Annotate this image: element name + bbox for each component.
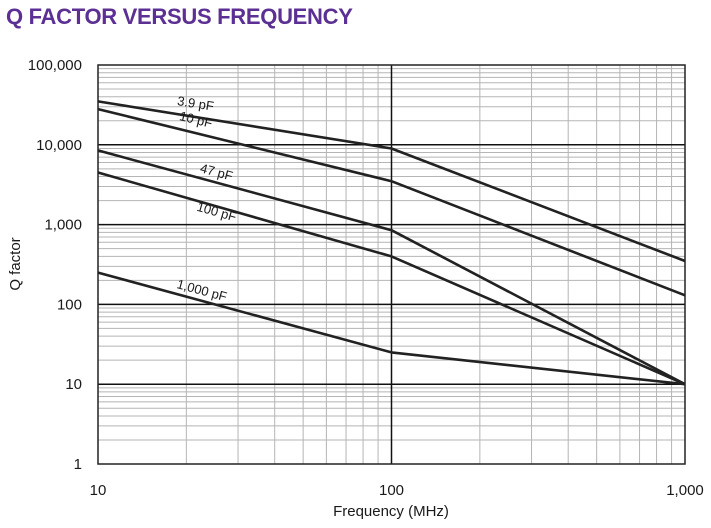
y-axis-label: Q factor [7,237,24,290]
x-tick-label: 10 [90,482,107,499]
x-axis-label: Frequency (MHz) [333,503,449,520]
y-tick-label: 1 [74,456,82,473]
series-line-1 [97,107,686,297]
x-tick-label: 100 [379,482,404,499]
plot-frame [97,64,686,465]
series-label-0: 3.9 pF [176,93,215,114]
y-tick-label: 10 [65,376,82,393]
x-tick-label: 1,000 [666,482,704,499]
series-label-3: 100 pF [195,199,238,225]
y-tick-label: 100,000 [28,57,82,74]
series-line-2 [97,149,686,386]
y-tick-label: 1,000 [44,217,82,234]
y-tick-labels: 1 10 100 1,000 10,000 100,000 [28,57,82,473]
series-lines [97,100,686,386]
series-line-3 [97,171,686,386]
y-tick-label: 100 [57,296,82,313]
y-tick-label: 10,000 [36,137,82,154]
series-line-4 [97,271,686,386]
series-line-0 [97,100,686,263]
chart-title: Q FACTOR VERSUS FREQUENCY [6,4,353,29]
x-tick-labels: 10 100 1,000 [90,482,704,499]
